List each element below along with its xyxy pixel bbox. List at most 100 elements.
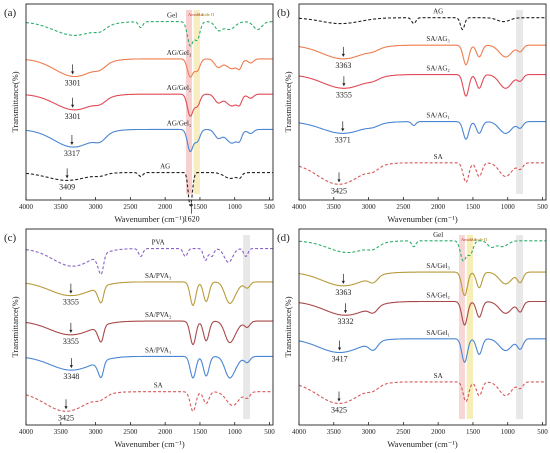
x-tick-label: 500: [537, 203, 548, 211]
series-label: SA/AG₃: [426, 35, 450, 43]
x-tick-label: 2000: [431, 203, 446, 211]
peak-label: 3363: [335, 61, 351, 70]
band-label: Amide I: [461, 237, 476, 242]
peak-label: 1620: [184, 215, 200, 224]
series-line: [25, 320, 273, 346]
x-tick-label: 3500: [327, 203, 342, 211]
series-label: SA: [434, 372, 443, 380]
peak-label: 3332: [337, 317, 353, 326]
highlight-band: [516, 235, 524, 419]
peak-label: 3417: [332, 354, 348, 363]
peak-arrowhead: [69, 329, 73, 333]
highlight-band: [466, 235, 473, 419]
panel-label: (c): [4, 232, 17, 244]
series-line: [298, 74, 546, 97]
panel-b: AG SA/AG₃ SA/AG₂ SA/AG₁ SA 3363 3355 3371 3425 40…: [277, 3, 548, 224]
panel-label: (b): [277, 7, 290, 19]
x-tick-label: 2500: [123, 428, 138, 436]
x-tick-label: 2500: [396, 203, 411, 211]
x-axis-label: Wavenumber (cm⁻¹): [387, 214, 457, 224]
series-label: PVA: [152, 239, 165, 247]
x-tick-label: 3500: [54, 203, 69, 211]
x-tick-label: 4000: [292, 428, 307, 436]
series-label: AG/Gel₂: [167, 84, 192, 92]
plot-frame: [298, 228, 547, 426]
x-tick-label: 2000: [158, 428, 173, 436]
y-axis-label: Transmittance(%): [10, 296, 20, 357]
series-label: SA/PVA₂: [145, 311, 172, 319]
peak-arrowhead: [65, 175, 69, 179]
series-label: SA/PVA₁: [145, 346, 171, 354]
series-line: [298, 381, 546, 404]
highlight-band: [459, 235, 465, 419]
peak-label: 3355: [63, 337, 79, 346]
panel-c: PVA SA/PVA₃ SA/PVA₂ SA/PVA₁ SA 3355 3355 3348 34…: [4, 228, 275, 449]
series-line: [299, 271, 546, 297]
peak-arrowhead: [337, 347, 342, 351]
series-label: SA/PVA₃: [145, 272, 172, 280]
series-label: SA/AG₁: [426, 112, 449, 120]
peak-label: 3409: [59, 182, 75, 191]
panel-label: (a): [4, 7, 17, 19]
band-label: Amide I: [188, 12, 203, 17]
peak-label: 3301: [65, 78, 81, 87]
peak-arrowhead: [341, 53, 345, 57]
x-tick-label: 4000: [292, 203, 307, 211]
series-line: [298, 338, 546, 363]
peak-arrowhead: [337, 398, 341, 402]
series-label: SA/AG₂: [426, 65, 450, 73]
x-tick-label: 1500: [466, 203, 481, 211]
peak-label: 3425: [331, 405, 347, 414]
series-label: Gel: [433, 231, 443, 239]
peak-label: 3355: [63, 298, 79, 307]
x-tick-label: 500: [264, 428, 275, 436]
x-tick-label: 3000: [89, 203, 104, 211]
peak-arrowhead: [189, 202, 194, 206]
peak-label: 3348: [63, 372, 79, 381]
peak-arrowhead: [341, 280, 345, 284]
x-tick-label: 1000: [228, 203, 243, 211]
peak-arrowhead: [342, 83, 346, 87]
series-line: [25, 355, 273, 379]
plot-frame: [25, 228, 274, 426]
peak-arrowhead: [71, 104, 75, 108]
x-tick-label: 3500: [54, 428, 69, 436]
series-label: SA: [434, 153, 443, 161]
series-line: [299, 300, 546, 326]
peak-label: 3301: [65, 112, 81, 121]
series-line: [25, 248, 273, 275]
panel-label: (d): [277, 232, 290, 244]
x-tick-label: 4000: [19, 428, 34, 436]
series-line: [25, 21, 273, 47]
series-line: [298, 162, 546, 185]
series-label: SA/Gel₁: [426, 329, 449, 337]
highlight-band: [186, 10, 192, 194]
series-label: SA/Gel₃: [426, 262, 450, 270]
x-axis-label: Wavenumber (cm⁻¹): [114, 439, 184, 449]
series-label: Gel: [167, 12, 177, 20]
peak-arrowhead: [69, 290, 73, 294]
x-tick-label: 1500: [466, 428, 481, 436]
peak-label: 3355: [336, 90, 352, 99]
x-tick-label: 2500: [396, 428, 411, 436]
band-label: Amide II: [471, 237, 488, 242]
highlight-band: [193, 10, 200, 194]
x-tick-label: 2000: [431, 428, 446, 436]
series-label: AG/Gel₁: [167, 119, 192, 127]
x-tick-label: 1000: [228, 428, 243, 436]
series-label: AG: [160, 163, 170, 171]
peak-label: 3371: [335, 135, 351, 144]
x-tick-label: 1000: [501, 203, 516, 211]
series-line: [26, 58, 273, 78]
x-axis-label: Wavenumber (cm⁻¹): [114, 214, 184, 224]
peak-label: 3425: [331, 186, 347, 195]
series-line: [299, 240, 546, 262]
highlight-band: [516, 10, 524, 194]
series-line: [25, 391, 273, 412]
plot-frame: [25, 3, 274, 201]
peak-arrowhead: [71, 71, 75, 75]
x-tick-label: 1500: [193, 203, 208, 211]
series-line: [298, 44, 546, 66]
x-tick-label: 2000: [158, 203, 173, 211]
